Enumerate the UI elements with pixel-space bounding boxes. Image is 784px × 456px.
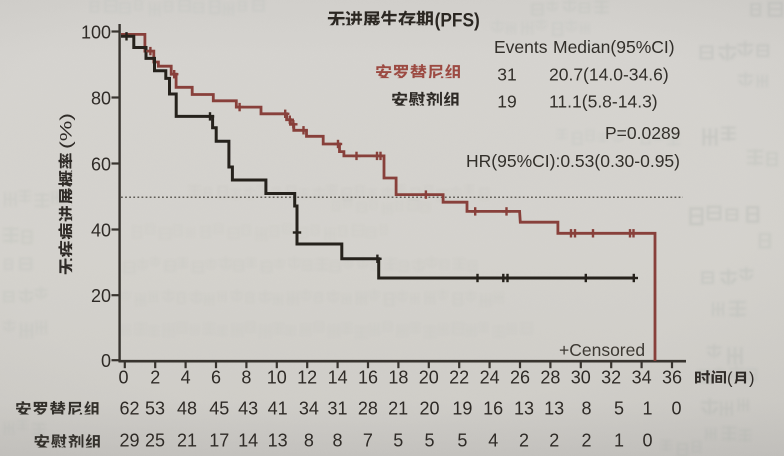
svg-text:8: 8 xyxy=(304,431,314,451)
svg-text:20: 20 xyxy=(419,399,439,419)
svg-text:2: 2 xyxy=(150,368,160,388)
svg-text:(PFS): (PFS) xyxy=(435,11,480,32)
svg-text:43: 43 xyxy=(238,399,258,419)
svg-text:30: 30 xyxy=(571,368,591,388)
svg-text:26: 26 xyxy=(510,368,530,388)
svg-text:8: 8 xyxy=(332,431,342,451)
svg-text:100: 100 xyxy=(81,22,111,42)
svg-text:(%): (%) xyxy=(58,113,76,149)
svg-text:12: 12 xyxy=(297,368,317,388)
svg-text:Median(95%CI): Median(95%CI) xyxy=(553,37,675,57)
svg-text:4: 4 xyxy=(181,368,191,388)
svg-text:25: 25 xyxy=(145,431,165,451)
svg-text:17: 17 xyxy=(209,431,229,451)
svg-text:5: 5 xyxy=(457,431,467,451)
svg-text:29: 29 xyxy=(119,431,139,451)
svg-text:53: 53 xyxy=(145,399,165,419)
svg-text:16: 16 xyxy=(483,399,503,419)
svg-text:0: 0 xyxy=(101,351,111,371)
svg-text:19: 19 xyxy=(452,399,472,419)
svg-text:+Censored: +Censored xyxy=(559,340,645,360)
svg-text:7: 7 xyxy=(363,431,373,451)
svg-text:60: 60 xyxy=(91,154,111,174)
svg-text:31: 31 xyxy=(497,65,516,85)
svg-text:28: 28 xyxy=(540,368,560,388)
svg-text:28: 28 xyxy=(358,399,378,419)
svg-text:45: 45 xyxy=(209,399,229,419)
svg-text:13: 13 xyxy=(514,399,534,419)
svg-text:21: 21 xyxy=(177,431,197,451)
svg-text:5: 5 xyxy=(614,399,624,419)
svg-text:41: 41 xyxy=(268,399,288,419)
svg-text:Events: Events xyxy=(494,37,548,57)
svg-text:48: 48 xyxy=(177,399,197,419)
svg-text:4: 4 xyxy=(488,431,498,451)
svg-text:34: 34 xyxy=(299,399,319,419)
svg-text:2: 2 xyxy=(549,431,559,451)
svg-text:P=0.0289: P=0.0289 xyxy=(605,123,680,143)
svg-text:13: 13 xyxy=(268,431,288,451)
svg-text:16: 16 xyxy=(358,368,378,388)
svg-text:34: 34 xyxy=(632,368,652,388)
svg-text:10: 10 xyxy=(267,368,287,388)
svg-text:20.7(14.0-34.6): 20.7(14.0-34.6) xyxy=(549,65,669,85)
svg-text:62: 62 xyxy=(119,399,139,419)
svg-text:8: 8 xyxy=(581,399,591,419)
svg-text:2: 2 xyxy=(581,431,591,451)
svg-text:1: 1 xyxy=(642,399,652,419)
svg-text:24: 24 xyxy=(480,368,500,388)
svg-text:1: 1 xyxy=(614,431,624,451)
svg-text:20: 20 xyxy=(419,368,439,388)
svg-text:14: 14 xyxy=(238,431,258,451)
svg-text:11.1(5.8-14.3): 11.1(5.8-14.3) xyxy=(549,92,658,112)
svg-text:40: 40 xyxy=(91,220,111,240)
svg-text:36: 36 xyxy=(662,368,682,388)
svg-text:80: 80 xyxy=(91,88,111,108)
svg-text:HR(95%CI):0.53(0.30-0.95): HR(95%CI):0.53(0.30-0.95) xyxy=(466,151,680,171)
svg-text:21: 21 xyxy=(388,399,408,419)
svg-text:(: ( xyxy=(727,370,733,388)
svg-text:6: 6 xyxy=(211,368,221,388)
svg-text:5: 5 xyxy=(393,431,403,451)
svg-text:20: 20 xyxy=(91,286,111,306)
svg-text:): ) xyxy=(749,370,755,388)
svg-text:31: 31 xyxy=(327,399,347,419)
svg-text:14: 14 xyxy=(328,368,348,388)
svg-text:0: 0 xyxy=(118,368,128,388)
svg-text:0: 0 xyxy=(671,399,681,419)
svg-text:2: 2 xyxy=(519,431,529,451)
svg-text:5: 5 xyxy=(424,431,434,451)
svg-text:22: 22 xyxy=(449,368,469,388)
svg-text:13: 13 xyxy=(544,399,564,419)
svg-text:19: 19 xyxy=(497,92,516,112)
svg-text:18: 18 xyxy=(388,368,408,388)
svg-text:32: 32 xyxy=(601,368,621,388)
svg-text:0: 0 xyxy=(642,431,652,451)
svg-text:8: 8 xyxy=(241,368,251,388)
